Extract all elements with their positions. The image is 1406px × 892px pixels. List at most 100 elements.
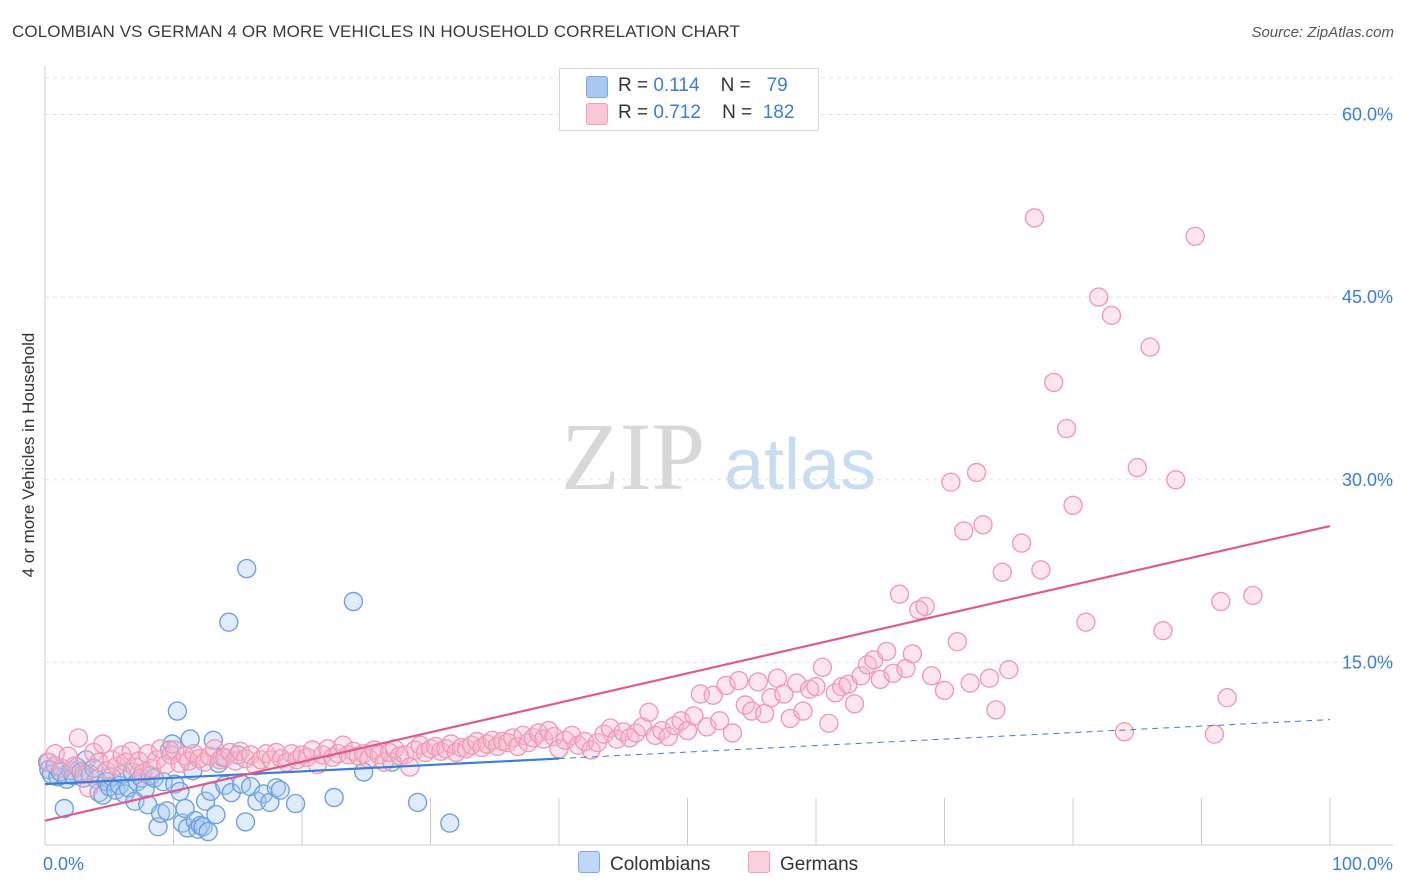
y-tick-label: 30.0% xyxy=(1342,470,1393,490)
data-point xyxy=(844,694,865,714)
data-point xyxy=(877,641,897,662)
legend-label-colombians: Colombians xyxy=(610,854,711,875)
watermark-atlas: atlas xyxy=(724,425,876,505)
axes xyxy=(44,66,1393,846)
data-point xyxy=(703,685,723,705)
data-point xyxy=(902,644,923,664)
data-point xyxy=(206,804,226,825)
legend-swatch-colombians xyxy=(586,76,608,98)
data-point xyxy=(973,515,993,535)
trend-line-germans xyxy=(44,524,1331,822)
x-tick-label: 100.0% xyxy=(1332,854,1393,874)
data-point xyxy=(819,713,839,733)
legend-n-label: N = xyxy=(722,102,753,123)
data-point xyxy=(271,748,292,769)
series-colombians xyxy=(37,558,460,842)
legend-label-germans: Germans xyxy=(780,854,859,875)
data-point xyxy=(1204,724,1225,744)
data-point xyxy=(194,752,215,772)
data-point xyxy=(947,632,967,652)
data-point xyxy=(54,798,75,819)
data-point xyxy=(748,672,768,692)
data-point xyxy=(658,726,678,747)
data-point xyxy=(251,750,271,770)
data-point xyxy=(210,750,230,770)
data-point xyxy=(812,657,833,677)
trend-line-extension xyxy=(558,719,1331,760)
legend-n-value: 79 xyxy=(766,75,788,96)
chart-title: COLOMBIAN VS GERMAN 4 OR MORE VEHICLES I… xyxy=(12,22,740,41)
data-point xyxy=(236,558,257,579)
legend-swatch-germans xyxy=(748,851,770,873)
legend-swatch-germans xyxy=(586,103,608,125)
legend-r-value: 0.114 xyxy=(653,75,700,96)
data-point xyxy=(709,711,730,731)
legend-r-label: R = xyxy=(618,75,649,96)
data-point xyxy=(93,734,113,754)
data-point xyxy=(539,720,559,741)
data-point xyxy=(96,761,117,781)
data-point xyxy=(1153,621,1173,641)
data-point xyxy=(198,821,218,842)
y-tick-label: 45.0% xyxy=(1342,287,1393,307)
data-point xyxy=(195,791,216,811)
data-point xyxy=(684,706,704,726)
data-point xyxy=(1166,470,1186,490)
data-point xyxy=(1043,372,1064,393)
data-point xyxy=(343,591,364,612)
data-point xyxy=(1056,418,1077,439)
data-point xyxy=(992,562,1012,582)
legend-item-germans: Germans xyxy=(748,851,858,876)
data-point xyxy=(889,584,910,604)
data-point xyxy=(1101,305,1122,326)
data-point xyxy=(78,778,99,798)
tick-labels: 15.0% 30.0% 45.0% 60.0% 0.0% 100.0% xyxy=(43,105,1393,874)
data-point xyxy=(219,612,239,632)
data-point xyxy=(157,801,177,821)
legend-item-colombians: Colombians xyxy=(578,851,710,876)
data-point xyxy=(999,660,1019,680)
data-point xyxy=(333,735,353,755)
data-points xyxy=(37,208,1263,842)
data-point xyxy=(960,673,980,693)
data-point xyxy=(1217,688,1237,708)
data-point xyxy=(722,723,743,743)
data-point xyxy=(482,730,502,750)
legend-n-value: 182 xyxy=(762,102,795,123)
data-point xyxy=(167,701,188,721)
data-point xyxy=(132,763,153,783)
data-point xyxy=(121,741,141,761)
data-point xyxy=(774,684,794,704)
y-tick-label: 60.0% xyxy=(1342,105,1393,125)
data-point xyxy=(1024,208,1045,228)
data-point xyxy=(270,780,290,800)
legend-swatch-colombians xyxy=(578,851,600,873)
data-point xyxy=(1031,560,1051,580)
watermark-zip: ZIP xyxy=(561,403,705,510)
data-point xyxy=(806,677,826,697)
data-point xyxy=(240,745,261,765)
data-point xyxy=(68,728,89,748)
data-point xyxy=(285,793,306,814)
data-point xyxy=(235,812,256,832)
data-point xyxy=(1185,226,1205,247)
data-point xyxy=(431,741,451,761)
data-point xyxy=(508,736,528,757)
legend-n-label: N = xyxy=(720,75,751,96)
data-point xyxy=(266,742,286,763)
stats-legend: R = 0.114 N = 79 R = 0.712 N = 182 xyxy=(559,68,819,131)
trend-line-colombians xyxy=(44,757,560,786)
y-axis-label: 4 or more Vehicles in Household xyxy=(19,333,38,578)
legend-r-label: R = xyxy=(618,102,649,123)
data-point xyxy=(966,462,987,483)
data-point xyxy=(729,670,749,691)
data-point xyxy=(1011,533,1032,553)
data-point xyxy=(915,596,935,617)
data-point xyxy=(102,750,122,770)
data-point xyxy=(1140,337,1160,357)
data-point xyxy=(282,744,302,764)
data-point xyxy=(395,745,415,765)
data-point xyxy=(979,668,1000,688)
data-point xyxy=(1211,591,1231,612)
data-point xyxy=(1127,457,1148,478)
